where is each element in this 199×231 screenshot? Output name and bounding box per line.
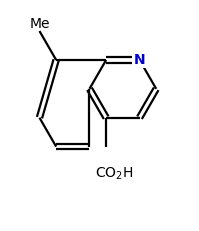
Text: CO$_2$H: CO$_2$H xyxy=(95,165,133,182)
Text: Me: Me xyxy=(29,17,50,31)
Text: N: N xyxy=(134,53,145,67)
